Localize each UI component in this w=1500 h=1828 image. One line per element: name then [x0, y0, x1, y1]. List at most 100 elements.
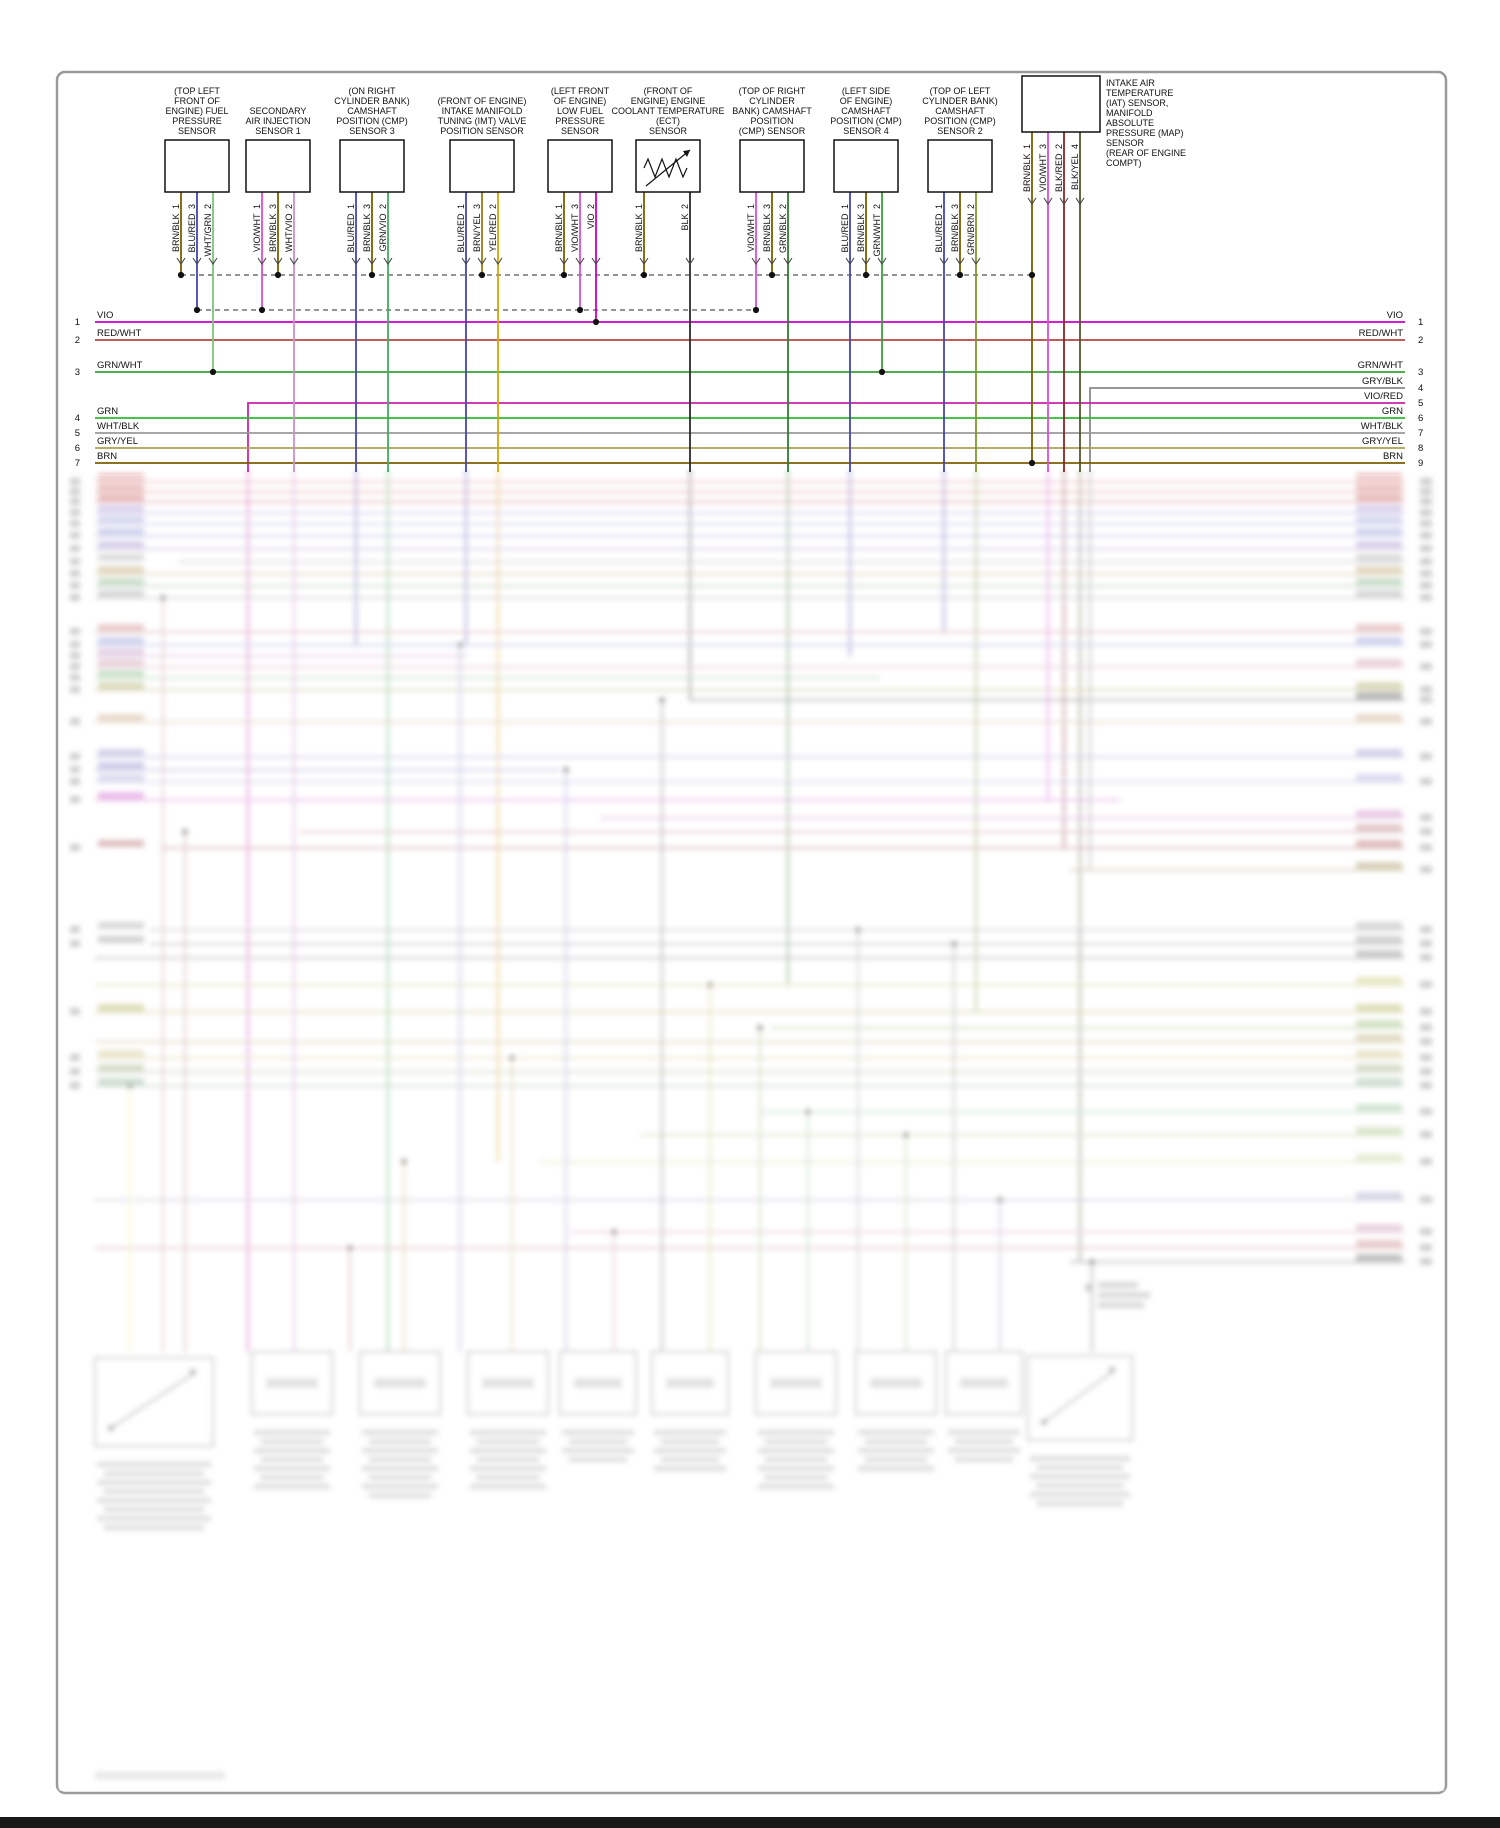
blurred-wire-label: [98, 590, 144, 597]
sensor-header: (ON RIGHT: [349, 86, 396, 96]
switch-symbol: [1043, 1371, 1113, 1423]
sensor-header: SECONDARY: [250, 106, 307, 116]
blurred-lower-section: [70, 472, 1432, 1779]
bus-row-number-right: 3: [1418, 367, 1423, 378]
blurred-wire-label: [1356, 824, 1402, 831]
blurred-wire-label: [1356, 1224, 1402, 1231]
connector-chevron: [289, 257, 299, 265]
blurred-caption-line: [765, 1439, 827, 1444]
connector-chevron: [685, 257, 695, 265]
junction-dot: [659, 697, 665, 703]
blurred-row-number: [70, 509, 80, 516]
blurred-caption-line: [104, 1471, 204, 1476]
blurred-wire-label: [1356, 659, 1402, 666]
sensor-header: (LEFT FRONT: [551, 86, 610, 96]
sensor-header: POSITION (CMP): [924, 116, 996, 126]
bus-row-number-right: 9: [1418, 458, 1423, 469]
pin-wire-label: BLU/RED 1: [840, 204, 850, 253]
blurred-row-number: [70, 594, 80, 601]
connector-chevron: [955, 257, 965, 265]
pin-wire-label: BLK/RED 2: [1054, 144, 1064, 192]
bus-wire-label-left: VIO: [97, 310, 113, 321]
junction-dot: [127, 1083, 133, 1089]
blurred-caption-line: [765, 1475, 827, 1480]
blurred-wire-label: [98, 792, 144, 799]
blurred-row-number: [1420, 1024, 1432, 1031]
blurred-caption-line: [858, 1448, 934, 1453]
junction-dot: [1028, 271, 1036, 279]
junction-dot: [640, 271, 648, 279]
blurred-connector-label: [960, 1378, 1008, 1388]
pin-wire-label: BRN/BLK 3: [268, 204, 278, 252]
blurred-wire-label: [98, 714, 144, 721]
blurred-row-number: [70, 558, 80, 565]
blurred-row-number: [70, 478, 80, 485]
switch-contact: [107, 1424, 115, 1432]
blurred-wire-label: [98, 1064, 144, 1071]
pin-wire-label: GRN/WHT 2: [872, 204, 882, 257]
blurred-row-number: [70, 488, 80, 495]
blurred-caption-line: [470, 1484, 546, 1489]
blurred-footer-text: [95, 1772, 225, 1779]
blurred-wire-label: [1356, 578, 1402, 585]
blurred-wire-label: [1356, 862, 1402, 869]
blurred-caption-line: [104, 1489, 204, 1494]
sensor-cmp-sensor-4: BLU/RED 1 BRN/BLK 3 GRN/WHT 2 (LEFT SIDEOF …: [830, 86, 902, 472]
blurred-caption-line: [569, 1439, 627, 1444]
bus-wire-label-right: WHT/BLK: [1361, 421, 1404, 432]
blurred-row-number: [1420, 1108, 1432, 1115]
pin-wire-label: BRN/BLK 1: [171, 204, 181, 252]
blurred-wire-label: [98, 494, 144, 501]
junction-dot: [347, 1245, 353, 1251]
bus-wire-label-left: GRN/WHT: [97, 360, 143, 371]
blurred-caption-line: [254, 1484, 330, 1489]
bus-row-number-right: 8: [1418, 443, 1423, 454]
sensor-header: LOW FUEL: [557, 106, 603, 116]
junction-dot: [878, 368, 886, 376]
sensor-header: POSITION (CMP): [336, 116, 408, 126]
blurred-row-number: [1420, 488, 1432, 495]
blurred-wire-label: [1356, 977, 1402, 984]
sensor-header: (TOP LEFT: [174, 86, 220, 96]
blurred-wire-label: [1356, 682, 1402, 689]
sensor-header: SENSOR 1: [255, 126, 301, 136]
blurred-row-number: [70, 663, 80, 670]
sensor-header: (CMP) SENSOR: [739, 126, 806, 136]
sensor-header: CAMSHAFT: [347, 106, 397, 116]
sensor-box: [635, 139, 701, 193]
blurred-row-number: [1420, 981, 1432, 988]
blurred-row-number: [70, 545, 80, 552]
pin-wire-label: VIO/WHT 1: [746, 204, 756, 252]
blurred-caption-line: [562, 1448, 634, 1453]
blurred-wire-label: [98, 670, 144, 677]
blurred-row-number: [1420, 1054, 1432, 1061]
blurred-caption-line: [477, 1457, 539, 1462]
blurred-row-number: [1420, 1008, 1432, 1015]
blurred-row-number: [1420, 1228, 1432, 1235]
pin-wire-label: WHT/GRN 2: [203, 204, 213, 257]
blurred-wire-label: [98, 1004, 144, 1011]
blurred-connector-label: [770, 1378, 822, 1388]
blurred-wire-label: [98, 749, 144, 756]
blurred-caption-line: [1037, 1465, 1123, 1470]
pin-wire-label: VIO 2: [586, 204, 596, 229]
sensor-cmp-sensor-2: BLU/RED 1 BRN/BLK 3 GRN/BRN 2(TOP OF LEFTC…: [922, 86, 998, 472]
blurred-wire-label: [1356, 516, 1402, 523]
bus-wire-label-left: RED/WHT: [97, 328, 142, 339]
blurred-wire-label: [1356, 590, 1402, 597]
blurred-wire-label: [98, 774, 144, 781]
connector-chevron: [367, 257, 377, 265]
blurred-caption-line: [470, 1448, 546, 1453]
sensor-iat-map-sensor: BRN/BLK 1 VIO/WHT 3 BLK/RED 2 BLK/YEL 4 INTA…: [1021, 75, 1186, 472]
blurred-wire-label: [98, 624, 144, 631]
pin-wire-label: BLU/RED 1: [346, 204, 356, 253]
sensor-note: MANIFOLD: [1106, 108, 1153, 118]
blurred-caption-line: [758, 1448, 834, 1453]
bus-row-number-right: 5: [1418, 398, 1423, 409]
blurred-row-number: [1420, 954, 1432, 961]
junction-dot: [997, 1197, 1003, 1203]
junction-dot: [951, 941, 957, 947]
connector-chevron: [208, 257, 218, 265]
blurred-row-number: [1420, 1258, 1432, 1265]
